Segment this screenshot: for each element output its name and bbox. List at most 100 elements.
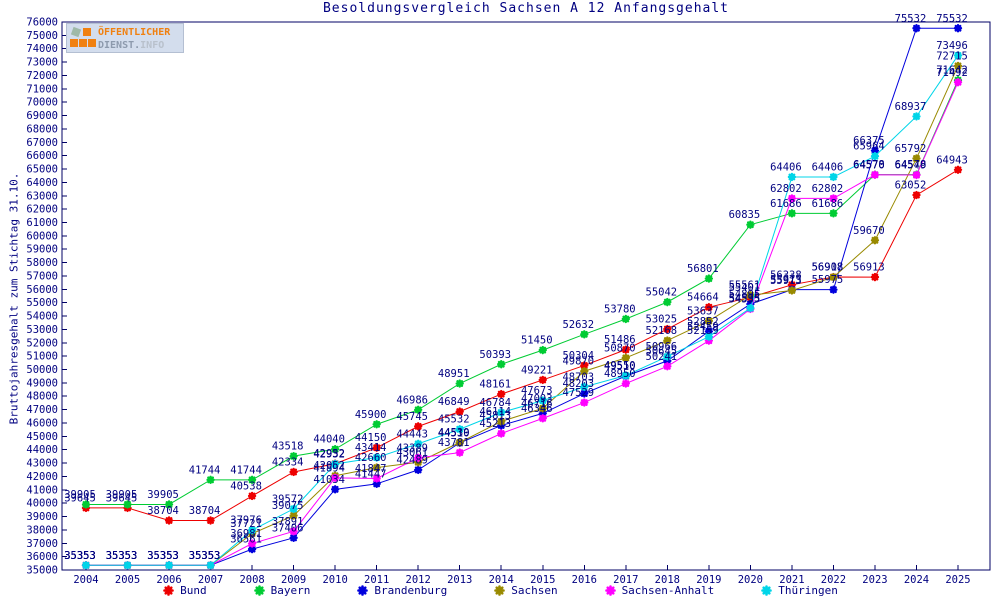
point-label-bayern: 39905 xyxy=(106,489,138,501)
y-tick-label: 73000 xyxy=(26,57,58,69)
point-label-sachsen: 65792 xyxy=(895,143,927,155)
point-label-bayern: 64578 xyxy=(895,159,927,171)
point-label-th-ringen: 49550 xyxy=(604,360,636,372)
x-tick-label: 2020 xyxy=(738,574,763,586)
point-label-brandenburg: 50645 xyxy=(646,345,678,357)
point-label-bund: 64943 xyxy=(936,154,968,166)
point-label-th-ringen: 44443 xyxy=(396,428,428,440)
legend-marker-icon xyxy=(494,585,506,596)
x-tick-label: 2013 xyxy=(447,574,472,586)
point-label-brandenburg: 44510 xyxy=(438,427,470,439)
point-label-th-ringen: 35353 xyxy=(64,550,96,562)
legend-marker-icon xyxy=(604,585,616,596)
y-tick-label: 42000 xyxy=(26,471,58,483)
point-label-brandenburg: 42489 xyxy=(396,454,428,466)
point-label-brandenburg: 35353 xyxy=(189,550,221,562)
point-label-bayern: 53780 xyxy=(604,303,636,315)
y-tick-label: 69000 xyxy=(26,110,58,122)
series-markers-th-ringen xyxy=(81,51,963,570)
y-tick-label: 65000 xyxy=(26,164,58,176)
point-label-brandenburg: 55975 xyxy=(812,274,844,286)
point-label-bund: 56913 xyxy=(853,262,885,274)
point-label-bayern: 51450 xyxy=(521,335,553,347)
point-label-brandenburg: 41447 xyxy=(355,468,387,480)
point-label-sachsen: 49870 xyxy=(562,356,594,368)
y-tick-label: 55000 xyxy=(26,297,58,309)
point-label-th-ringen: 39572 xyxy=(272,493,304,505)
plot-frame xyxy=(61,21,991,571)
legend-item-sachsen-anhalt: Sachsen-Anhalt xyxy=(604,584,715,597)
y-tick-label: 41000 xyxy=(26,484,58,496)
y-tick-label: 58000 xyxy=(26,257,58,269)
x-tick-label: 2023 xyxy=(862,574,887,586)
point-label-bund: 56338 xyxy=(770,269,802,281)
y-tick-label: 60000 xyxy=(26,230,58,242)
point-label-bund: 44150 xyxy=(355,432,387,444)
point-label-brandenburg: 36561 xyxy=(230,534,262,546)
point-label-bayern: 61686 xyxy=(812,198,844,210)
point-label-sachsen: 44539 xyxy=(438,427,470,439)
point-label-sachsen: 55913 xyxy=(770,275,802,287)
point-label-brandenburg: 46716 xyxy=(521,398,553,410)
point-label-th-ringen: 48703 xyxy=(562,371,594,383)
point-label-bund: 45745 xyxy=(396,411,428,423)
legend-marker-icon xyxy=(761,585,773,596)
point-label-brandenburg: 66375 xyxy=(853,135,885,147)
y-tick-label: 49000 xyxy=(26,377,58,389)
x-tick-label: 2010 xyxy=(322,574,347,586)
point-label-bayern: 48951 xyxy=(438,368,470,380)
y-tick-label: 44000 xyxy=(26,444,58,456)
point-label-bund: 56918 xyxy=(812,262,844,274)
series-line-th-ringen xyxy=(86,55,959,566)
point-label-bund: 38704 xyxy=(147,505,179,517)
series-line-bund xyxy=(86,169,959,521)
point-label-bayern: 45900 xyxy=(355,409,387,421)
x-tick-label: 2005 xyxy=(115,574,140,586)
point-label-bund: 39645 xyxy=(64,492,96,504)
y-tick-label: 70000 xyxy=(26,97,58,109)
point-label-brandenburg: 45813 xyxy=(479,410,511,422)
series-line-bayern xyxy=(86,80,959,505)
point-label-sachsen-anhalt: 62802 xyxy=(770,183,802,195)
point-label-sachsen: 72715 xyxy=(936,50,968,62)
point-label-sachsen-anhalt: 47529 xyxy=(562,387,594,399)
point-label-brandenburg: 35353 xyxy=(147,550,179,562)
point-label-th-ringen: 42932 xyxy=(313,448,345,460)
series-markers-sachsen-anhalt xyxy=(81,78,963,570)
y-tick-label: 38000 xyxy=(26,524,58,536)
point-label-sachsen-anhalt: 64549 xyxy=(895,160,927,172)
point-label-sachsen-anhalt: 54535 xyxy=(729,293,761,305)
logo-squares-icon xyxy=(70,26,96,50)
point-label-bund: 48161 xyxy=(479,379,511,391)
point-label-th-ringen: 43414 xyxy=(355,442,387,454)
y-tick-label: 76000 xyxy=(26,17,58,29)
point-label-bayern: 41744 xyxy=(230,464,262,476)
point-label-th-ringen: 54595 xyxy=(729,293,761,305)
logo-text: ÖFFENTLICHER DIENST.INFO xyxy=(98,25,170,51)
point-label-bayern: 41744 xyxy=(189,464,221,476)
point-label-th-ringen: 35353 xyxy=(189,550,221,562)
y-tick-label: 43000 xyxy=(26,458,58,470)
point-label-bayern: 50393 xyxy=(479,349,511,361)
y-tick-label: 52000 xyxy=(26,337,58,349)
point-label-th-ringen: 47673 xyxy=(521,385,553,397)
y-tick-label: 61000 xyxy=(26,217,58,229)
x-tick-label: 2007 xyxy=(198,574,223,586)
logo-line2-info: INFO xyxy=(140,40,165,51)
point-label-sachsen-anhalt: 41847 xyxy=(355,463,387,475)
oeffentlicher-dienst-logo[interactable]: ÖFFENTLICHER DIENST.INFO xyxy=(66,23,184,53)
point-label-brandenburg: 35353 xyxy=(64,550,96,562)
point-label-th-ringen: 64406 xyxy=(770,161,802,173)
point-label-sachsen-anhalt: 35353 xyxy=(189,550,221,562)
x-tick-label: 2019 xyxy=(696,574,721,586)
y-tick-label: 72000 xyxy=(26,70,58,82)
y-tick-label: 47000 xyxy=(26,404,58,416)
chart-title: Besoldungsvergleich Sachsen A 12 Anfangs… xyxy=(322,1,730,16)
y-tick-label: 39000 xyxy=(26,511,58,523)
y-tick-label: 62000 xyxy=(26,204,58,216)
legend-item-th-ringen: Thüringen xyxy=(760,584,838,597)
legend-label: Sachsen-Anhalt xyxy=(621,584,715,597)
point-label-bund: 42952 xyxy=(313,448,345,460)
point-label-th-ringen: 65964 xyxy=(853,141,885,153)
